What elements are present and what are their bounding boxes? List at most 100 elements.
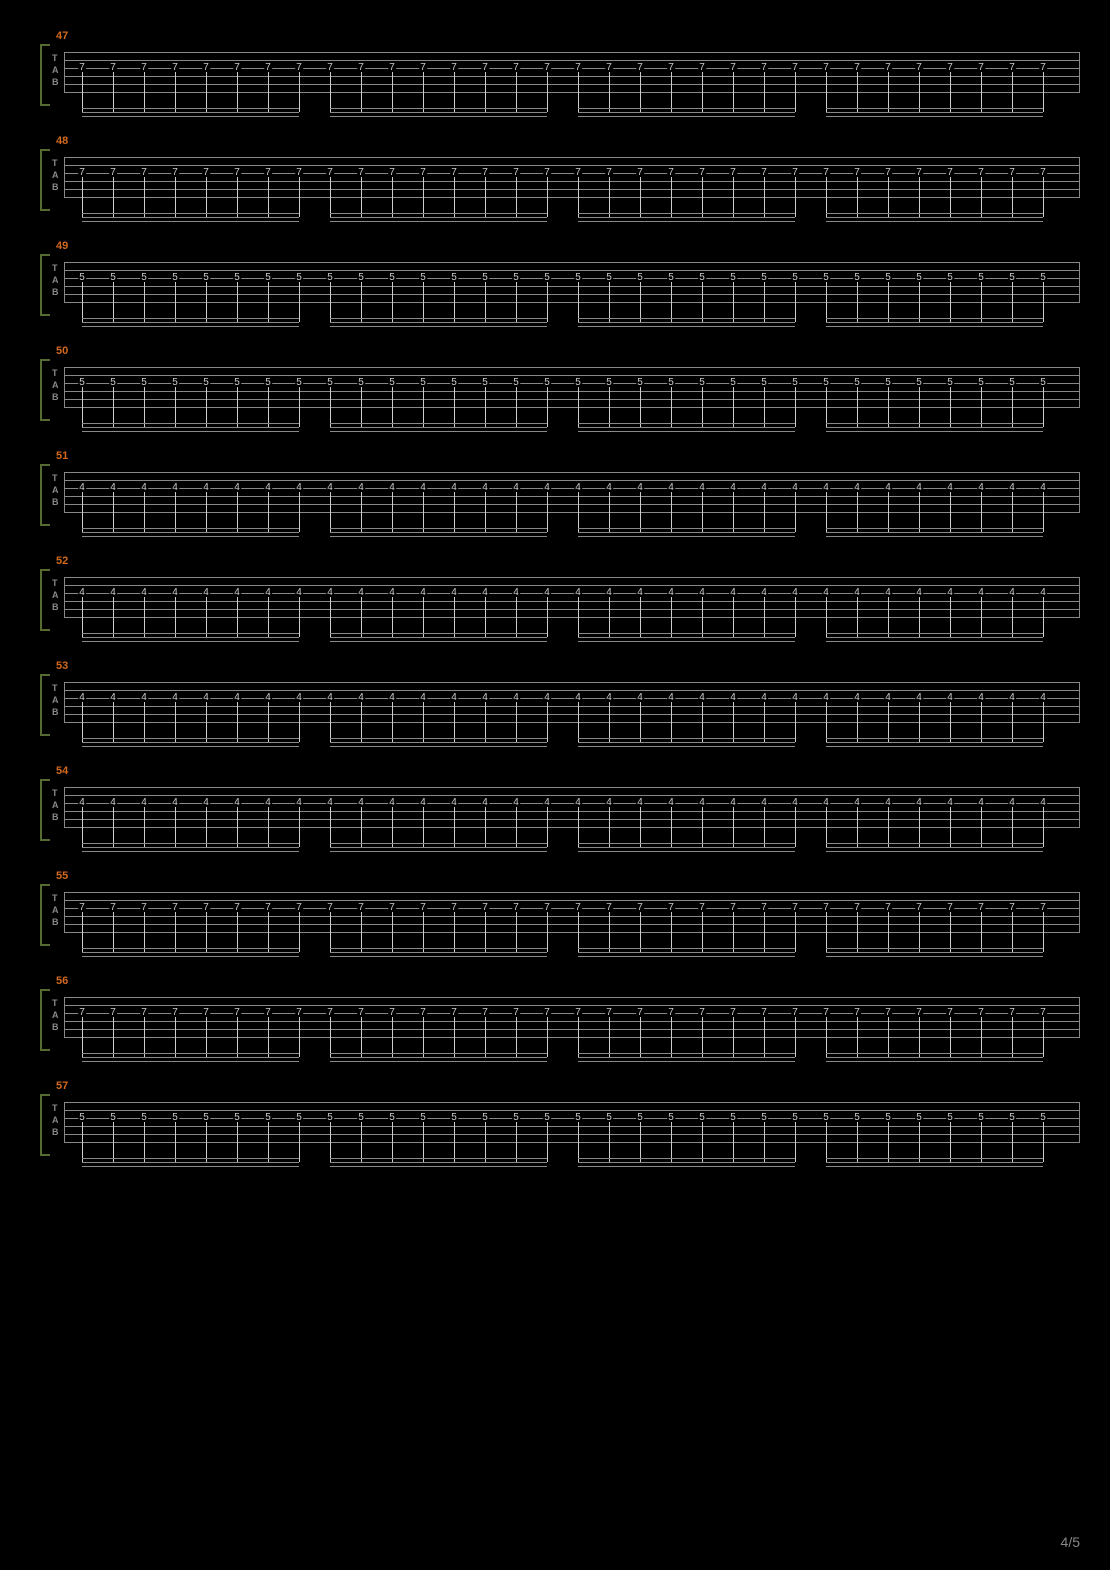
- measure: 51TAB44444444444444444444444444444444: [40, 450, 1080, 560]
- note-stem: [299, 597, 300, 637]
- note-stem: [733, 282, 734, 322]
- note-stem: [609, 702, 610, 742]
- note-stem: [82, 1122, 83, 1162]
- note-stem: [206, 1017, 207, 1057]
- note-stem: [857, 912, 858, 952]
- staff-line: [64, 68, 1080, 69]
- note-stem: [702, 72, 703, 112]
- tab-staff: 44444444444444444444444444444444: [64, 472, 1080, 512]
- note-stem: [144, 807, 145, 847]
- note-stem: [1043, 702, 1044, 742]
- note-stem: [609, 807, 610, 847]
- note-stem: [175, 807, 176, 847]
- beam-line: [82, 1166, 299, 1167]
- note-stem: [733, 1017, 734, 1057]
- barline: [1079, 997, 1080, 1037]
- note-stem: [330, 492, 331, 532]
- staff-line: [64, 932, 1080, 933]
- beam-line: [82, 427, 299, 428]
- beam-line: [82, 221, 299, 222]
- note-stem: [485, 1122, 486, 1162]
- beam-group: [330, 738, 547, 744]
- beam-line: [826, 956, 1043, 957]
- note-stem: [268, 492, 269, 532]
- beam-line: [826, 1061, 1043, 1062]
- note-stem: [392, 1017, 393, 1057]
- note-stem: [1043, 492, 1044, 532]
- beam-line: [578, 431, 795, 432]
- measure: 52TAB44444444444444444444444444444444: [40, 555, 1080, 665]
- measure: 50TAB55555555555555555555555555555555: [40, 345, 1080, 455]
- beam-line: [82, 1158, 299, 1159]
- bar-number: 48: [56, 135, 68, 147]
- note-stem: [516, 492, 517, 532]
- note-stem: [82, 72, 83, 112]
- note-stem: [206, 1122, 207, 1162]
- beam-group: [826, 213, 1043, 219]
- note-stem: [671, 282, 672, 322]
- barline: [64, 367, 65, 407]
- note-stem: [237, 492, 238, 532]
- note-stem: [640, 912, 641, 952]
- beam-group: [82, 108, 299, 114]
- note-stem: [795, 1017, 796, 1057]
- note-stem: [950, 702, 951, 742]
- note-stem: [764, 72, 765, 112]
- note-stem: [1043, 912, 1044, 952]
- beam-line: [578, 423, 795, 424]
- note-stem: [113, 597, 114, 637]
- note-stem: [113, 282, 114, 322]
- note-stem: [733, 177, 734, 217]
- barline: [1079, 262, 1080, 302]
- tab-staff: 44444444444444444444444444444444: [64, 577, 1080, 617]
- note-stem: [330, 1122, 331, 1162]
- barline: [64, 787, 65, 827]
- barline: [1079, 787, 1080, 827]
- note-stem: [888, 1122, 889, 1162]
- beam-line: [578, 318, 795, 319]
- tab-letter: T: [52, 369, 58, 378]
- beam-line: [82, 952, 299, 953]
- staff-line: [64, 472, 1080, 473]
- note-stem: [1043, 1122, 1044, 1162]
- beam-group: [82, 528, 299, 534]
- note-stem: [206, 282, 207, 322]
- note-stem: [671, 1122, 672, 1162]
- note-stem: [299, 387, 300, 427]
- staff-line: [64, 504, 1080, 505]
- note-stem: [981, 702, 982, 742]
- staff-bracket: [40, 884, 50, 946]
- measure: 54TAB44444444444444444444444444444444: [40, 765, 1080, 875]
- note-stem: [268, 177, 269, 217]
- note-stem: [1043, 177, 1044, 217]
- note-stem: [609, 1122, 610, 1162]
- note-stem: [919, 1122, 920, 1162]
- staff-line: [64, 496, 1080, 497]
- note-stem: [330, 387, 331, 427]
- staff-line: [64, 908, 1080, 909]
- note-stem: [268, 72, 269, 112]
- note-stem: [206, 492, 207, 532]
- beam-line: [330, 322, 547, 323]
- tab-letter: B: [52, 288, 59, 297]
- beam-line: [578, 217, 795, 218]
- note-stem: [795, 387, 796, 427]
- note-stem: [237, 1122, 238, 1162]
- beam-line: [578, 1162, 795, 1163]
- note-stem: [392, 492, 393, 532]
- note-stem: [950, 1122, 951, 1162]
- note-stem: [702, 282, 703, 322]
- tab-staff: 77777777777777777777777777777777: [64, 157, 1080, 197]
- note-stem: [795, 702, 796, 742]
- note-stem: [392, 597, 393, 637]
- note-stem: [175, 387, 176, 427]
- note-stem: [485, 702, 486, 742]
- note-stem: [888, 807, 889, 847]
- barline: [64, 1102, 65, 1142]
- note-stem: [299, 1017, 300, 1057]
- beam-line: [82, 322, 299, 323]
- note-stem: [485, 387, 486, 427]
- note-stem: [392, 702, 393, 742]
- beam-group: [82, 948, 299, 954]
- staff-line: [64, 924, 1080, 925]
